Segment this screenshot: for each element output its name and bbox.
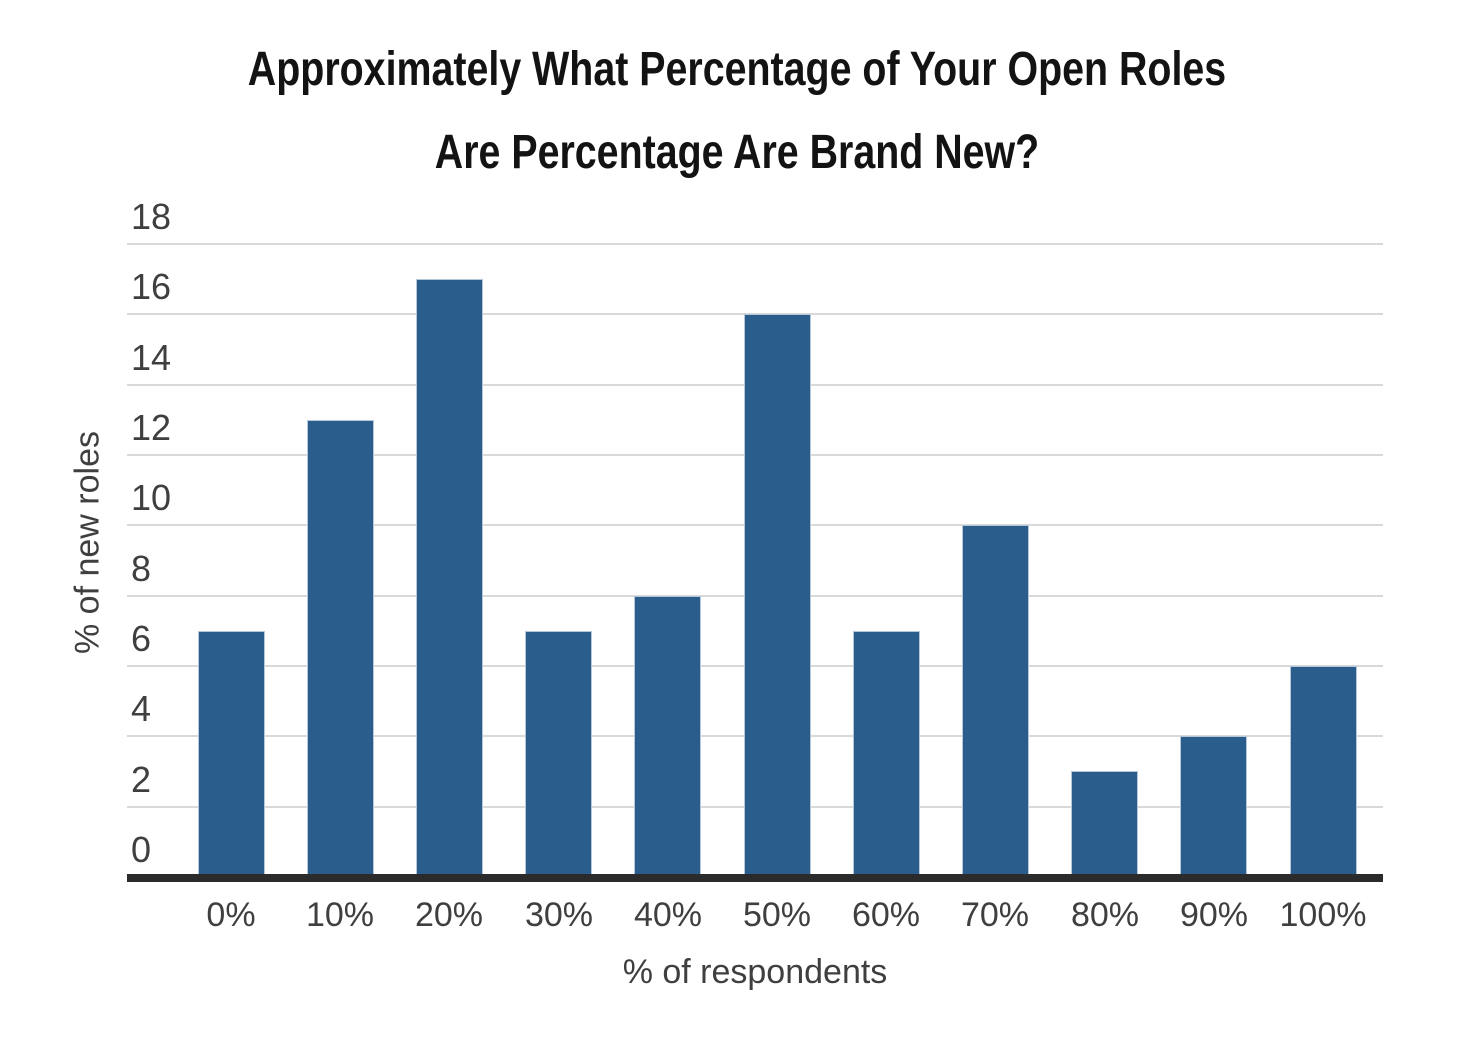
x-tick-label-80pct: 80%: [1070, 896, 1140, 934]
y-tick-label-8: 8: [131, 548, 152, 589]
y-axis-title: % of new roles: [68, 431, 107, 654]
bar-100pct: [1290, 666, 1357, 875]
y-tick-label-18: 18: [131, 196, 172, 237]
bar-80pct: [1071, 771, 1138, 875]
bar-90pct: [1180, 736, 1247, 875]
y-tick-label-4: 4: [131, 688, 152, 729]
x-axis-line: [127, 874, 1383, 882]
y-tick-label-12: 12: [131, 407, 172, 448]
gridline-18: [127, 243, 1383, 245]
y-tick-label-6: 6: [131, 618, 152, 659]
chart-title-line2: Are Percentage Are Brand New?: [434, 126, 1040, 179]
x-tick-label-90pct: 90%: [1179, 896, 1249, 934]
chart-title-line1: Approximately What Percentage of Your Op…: [247, 43, 1227, 96]
x-tick-label-60pct: 60%: [851, 896, 921, 934]
x-tick-label-40pct: 40%: [633, 896, 703, 934]
bar-50pct: [744, 314, 811, 875]
y-tick-label-16: 16: [131, 266, 172, 307]
bar-60pct: [853, 631, 920, 875]
x-tick-label-100pct: 100%: [1279, 896, 1367, 934]
y-tick-label-14: 14: [131, 337, 172, 378]
x-tick-label-30pct: 30%: [524, 896, 594, 934]
bar-0pct: [198, 631, 265, 875]
x-tick-label-70pct: 70%: [960, 896, 1030, 934]
x-tick-label-0pct: 0%: [206, 896, 256, 934]
y-tick-label-10: 10: [131, 477, 172, 518]
y-tick-label-0: 0: [131, 829, 152, 870]
x-tick-label-50pct: 50%: [742, 896, 812, 934]
x-tick-label-20pct: 20%: [414, 896, 484, 934]
x-axis-title: % of respondents: [622, 953, 888, 991]
bar-30pct: [525, 631, 592, 875]
y-tick-label-2: 2: [131, 759, 152, 800]
bar-40pct: [634, 596, 701, 875]
bar-70pct: [962, 525, 1029, 875]
bar-20pct: [416, 279, 483, 875]
bar-10pct: [307, 420, 374, 875]
x-tick-label-10pct: 10%: [305, 896, 375, 934]
